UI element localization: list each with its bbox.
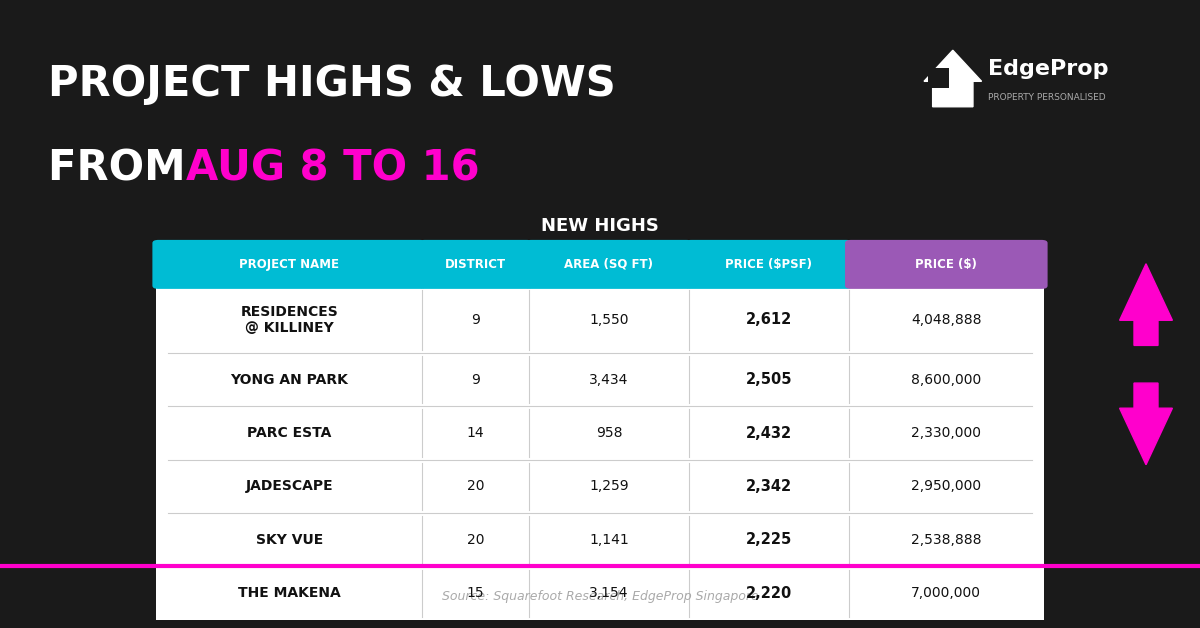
- Text: 20: 20: [467, 479, 485, 494]
- Text: 2,225: 2,225: [745, 533, 792, 547]
- Text: PRICE ($): PRICE ($): [916, 258, 977, 271]
- Text: 2,342: 2,342: [745, 479, 792, 494]
- FancyBboxPatch shape: [526, 240, 692, 289]
- Text: 2,505: 2,505: [745, 372, 792, 387]
- Text: PROPERTY PERSONALISED: PROPERTY PERSONALISED: [988, 93, 1105, 102]
- Text: 2,612: 2,612: [745, 313, 792, 327]
- Text: DISTRICT: DISTRICT: [445, 258, 506, 271]
- Text: YONG AN PARK: YONG AN PARK: [230, 372, 348, 387]
- Polygon shape: [924, 50, 982, 107]
- Text: 1,141: 1,141: [589, 533, 629, 547]
- Text: 2,432: 2,432: [745, 426, 792, 440]
- FancyBboxPatch shape: [419, 240, 533, 289]
- Text: 9: 9: [472, 313, 480, 327]
- FancyBboxPatch shape: [152, 240, 426, 289]
- Text: PARC ESTA: PARC ESTA: [247, 426, 331, 440]
- Text: 2,538,888: 2,538,888: [911, 533, 982, 547]
- Polygon shape: [1120, 383, 1172, 465]
- Text: 1,550: 1,550: [589, 313, 629, 327]
- Text: AUG 8 TO 16: AUG 8 TO 16: [186, 148, 480, 190]
- Text: 958: 958: [595, 426, 622, 440]
- Text: 4,048,888: 4,048,888: [911, 313, 982, 327]
- Text: Source: Squarefoot Research, EdgeProp Singapore: Source: Squarefoot Research, EdgeProp Si…: [442, 590, 758, 603]
- Text: 1,259: 1,259: [589, 479, 629, 494]
- Text: 2,950,000: 2,950,000: [911, 479, 982, 494]
- Text: 2,330,000: 2,330,000: [911, 426, 982, 440]
- Text: PROJECT NAME: PROJECT NAME: [239, 258, 340, 271]
- Text: NEW HIGHS: NEW HIGHS: [541, 217, 659, 235]
- Text: THE MAKENA: THE MAKENA: [238, 586, 341, 600]
- FancyBboxPatch shape: [685, 240, 852, 289]
- FancyBboxPatch shape: [928, 68, 949, 88]
- Text: SKY VUE: SKY VUE: [256, 533, 323, 547]
- Text: RESIDENCES
@ KILLINEY: RESIDENCES @ KILLINEY: [240, 305, 338, 335]
- Text: JADESCAPE: JADESCAPE: [245, 479, 334, 494]
- Text: 3,434: 3,434: [589, 372, 629, 387]
- Polygon shape: [1120, 264, 1172, 345]
- FancyBboxPatch shape: [156, 287, 1044, 620]
- Text: 14: 14: [467, 426, 485, 440]
- Text: 8,600,000: 8,600,000: [911, 372, 982, 387]
- Text: PROJECT HIGHS & LOWS: PROJECT HIGHS & LOWS: [48, 63, 616, 105]
- FancyBboxPatch shape: [845, 240, 1048, 289]
- Text: FROM: FROM: [48, 148, 200, 190]
- Text: 9: 9: [472, 372, 480, 387]
- Text: 20: 20: [467, 533, 485, 547]
- Text: 7,000,000: 7,000,000: [911, 586, 982, 600]
- Text: 2,220: 2,220: [745, 586, 792, 600]
- Text: PRICE ($PSF): PRICE ($PSF): [725, 258, 812, 271]
- Text: EdgeProp: EdgeProp: [988, 59, 1108, 79]
- Text: AREA (SQ FT): AREA (SQ FT): [564, 258, 653, 271]
- Text: 3,154: 3,154: [589, 586, 629, 600]
- Text: 15: 15: [467, 586, 485, 600]
